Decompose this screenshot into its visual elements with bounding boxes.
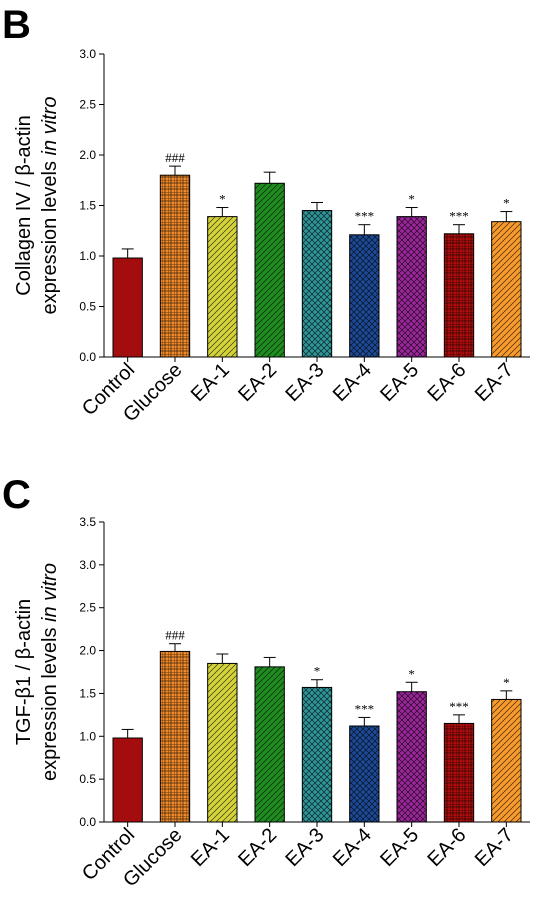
x-category-label: EA-3 <box>282 824 329 871</box>
bar <box>207 662 238 823</box>
y-tick-label: 2.0 <box>79 148 96 162</box>
bar <box>443 722 475 823</box>
y-axis-title-line1: Collagen IV / β-actin <box>13 115 35 295</box>
y-axis-title-line2: expression levels in vitro <box>39 97 61 315</box>
x-category-label: EA-6 <box>424 824 471 871</box>
panel-c-chart: C 0.0 0.5 1.0 1.5 2.0 2.5 3.0 3.5 TGF-β1 / β-acti… <box>2 473 530 891</box>
x-category-label: EA-1 <box>187 824 234 871</box>
bar <box>159 174 191 358</box>
y-axis-title-line2: expression levels in vitro <box>39 563 61 781</box>
bar <box>396 216 427 358</box>
bar <box>112 257 143 358</box>
y-tick-label: 0.5 <box>79 772 96 786</box>
bar <box>112 737 143 823</box>
x-category-label: EA-1 <box>187 359 234 406</box>
x-category-label: EA-2 <box>234 359 281 406</box>
significance-label: * <box>314 664 321 679</box>
significance-label: *** <box>355 701 375 716</box>
panel-letter: C <box>2 473 31 517</box>
y-axis-title-italic: in vitro <box>39 563 61 622</box>
bar <box>349 234 380 358</box>
y-tick-label: 0.0 <box>79 815 96 829</box>
x-category-label: EA-5 <box>376 359 423 406</box>
y-axis-title-plain: expression levels <box>39 155 61 314</box>
significance-label: ### <box>165 628 185 643</box>
x-category-label: EA-3 <box>282 359 329 406</box>
y-axis-title-line1: TGF-β1 / β-actin <box>13 599 35 745</box>
significance-label: *** <box>449 209 469 224</box>
bar <box>159 650 191 823</box>
y-tick-label: 2.5 <box>79 601 96 615</box>
y-tick-label: 2.0 <box>79 644 96 658</box>
bar <box>349 725 380 823</box>
bar <box>491 698 522 823</box>
significance-label: *** <box>355 209 375 224</box>
bar <box>491 221 522 358</box>
significance-label: * <box>503 675 510 690</box>
y-tick-label: 3.0 <box>79 558 96 572</box>
x-category-label: EA-7 <box>471 359 518 406</box>
x-category-label: EA-6 <box>424 359 471 406</box>
y-tick-label: 0.0 <box>79 350 96 364</box>
significance-label: * <box>408 192 415 207</box>
y-tick-label: 1.0 <box>79 249 96 263</box>
y-tick-label: 0.5 <box>79 300 96 314</box>
bar <box>396 691 427 823</box>
x-category-label: EA-4 <box>329 359 376 406</box>
bar <box>207 216 238 358</box>
x-category-label: EA-5 <box>376 824 423 871</box>
x-category-label: EA-2 <box>234 824 281 871</box>
bar <box>301 210 333 358</box>
y-axis-title-italic: in vitro <box>39 97 61 156</box>
panel-b-chart: B 0.0 0.5 1.0 1.5 2.0 2.5 3.0 Collagen IV / β-ac… <box>2 3 530 426</box>
bar <box>254 666 285 823</box>
x-category-label: EA-4 <box>329 824 376 871</box>
significance-label: ### <box>165 150 185 165</box>
y-tick-label: 3.5 <box>79 515 96 529</box>
y-axis-title-plain: expression levels <box>39 622 61 781</box>
y-tick-label: 1.5 <box>79 199 96 213</box>
bar <box>254 182 285 358</box>
y-tick-label: 2.5 <box>79 98 96 112</box>
bar <box>301 686 333 823</box>
panel-letter: B <box>2 3 31 47</box>
significance-label: *** <box>449 699 469 714</box>
significance-label: * <box>219 192 226 207</box>
bar <box>443 233 475 358</box>
y-tick-label: 1.5 <box>79 686 96 700</box>
significance-label: * <box>503 196 510 211</box>
x-category-label: EA-7 <box>471 824 518 871</box>
y-tick-label: 3.0 <box>79 47 96 61</box>
significance-label: * <box>408 666 415 681</box>
y-tick-label: 1.0 <box>79 729 96 743</box>
